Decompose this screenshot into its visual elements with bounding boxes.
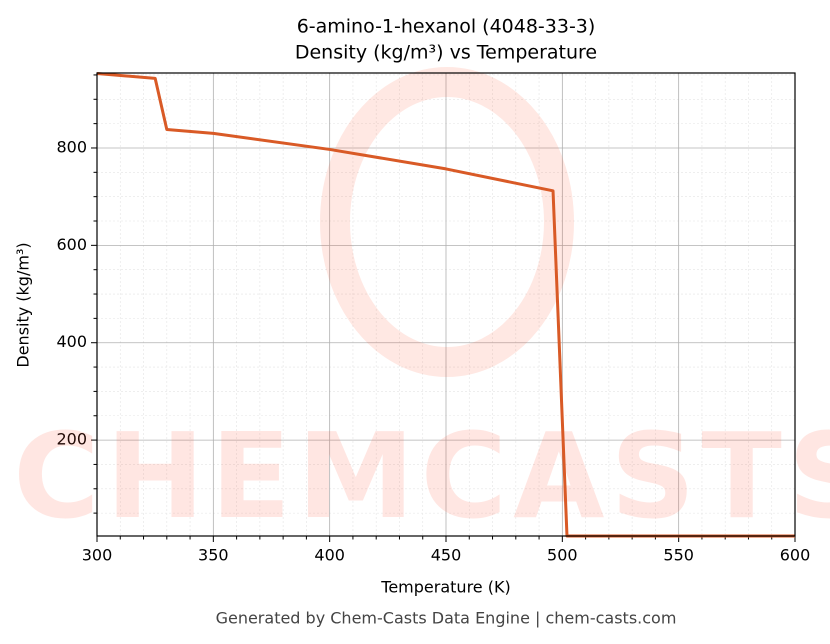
data-line [96, 71, 795, 538]
watermark-logo [320, 67, 574, 377]
x-tick-label: 500 [547, 546, 578, 565]
x-tick-label: 450 [431, 546, 462, 565]
y-tick-label: 800 [56, 137, 87, 156]
watermark-text: CHEMCASTS [13, 407, 830, 545]
y-tick-label: 400 [56, 332, 87, 351]
x-tick-label: 400 [314, 546, 345, 565]
x-axis-label: Temperature (K) [380, 578, 510, 597]
chart-title: 6-amino-1-hexanol (4048-33-3) [297, 16, 596, 38]
x-tick-label: 600 [780, 546, 811, 565]
watermark: CHEMCASTS [13, 67, 830, 545]
y-axis-label: Density (kg/m³) [14, 242, 33, 367]
y-tick-label: 200 [56, 430, 87, 449]
x-tick-label: 300 [82, 546, 113, 565]
footer: Generated by Chem-Casts Data Engine | ch… [216, 609, 677, 628]
y-tick-label: 600 [56, 235, 87, 254]
chart-subtitle: Density (kg/m³) vs Temperature [295, 42, 597, 64]
x-tick-label: 550 [663, 546, 694, 565]
plot-frame [96, 72, 796, 537]
x-tick-label: 350 [198, 546, 229, 565]
